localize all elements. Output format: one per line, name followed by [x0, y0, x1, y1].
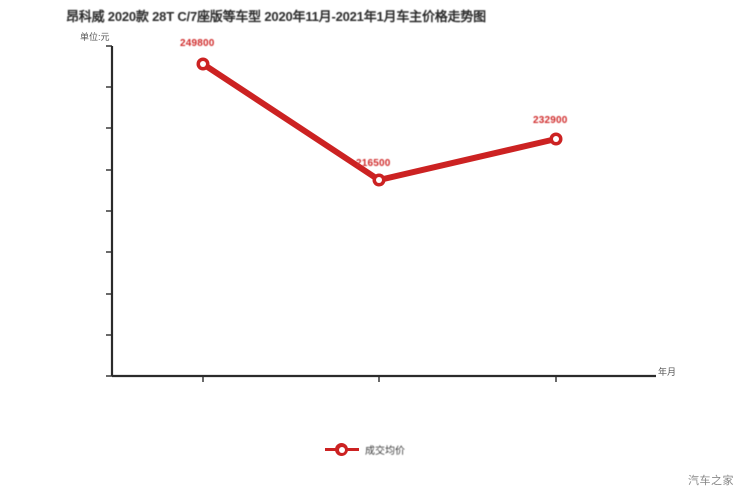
data-label-point-1: 249800	[180, 38, 215, 49]
x-axis-unit-label: 年月	[658, 367, 677, 377]
legend-series-label: 成交均价	[365, 445, 405, 457]
y-axis-unit-label: 单位:元	[80, 32, 110, 42]
chart-legend: 成交均价	[325, 438, 405, 460]
data-label-point-3: 232900	[533, 115, 568, 126]
data-label-point-2: 216500	[356, 158, 391, 169]
legend-series-marker-icon	[325, 442, 359, 456]
series-markers	[196, 57, 563, 187]
autohome-watermark: 汽车之家	[688, 475, 734, 487]
y-axis-ticks	[106, 45, 112, 377]
x-axis-ticks	[202, 376, 557, 382]
chart-title: 昂科威 2020款 28T C/7座版等车型 2020年11月-2021年1月车…	[66, 9, 486, 24]
